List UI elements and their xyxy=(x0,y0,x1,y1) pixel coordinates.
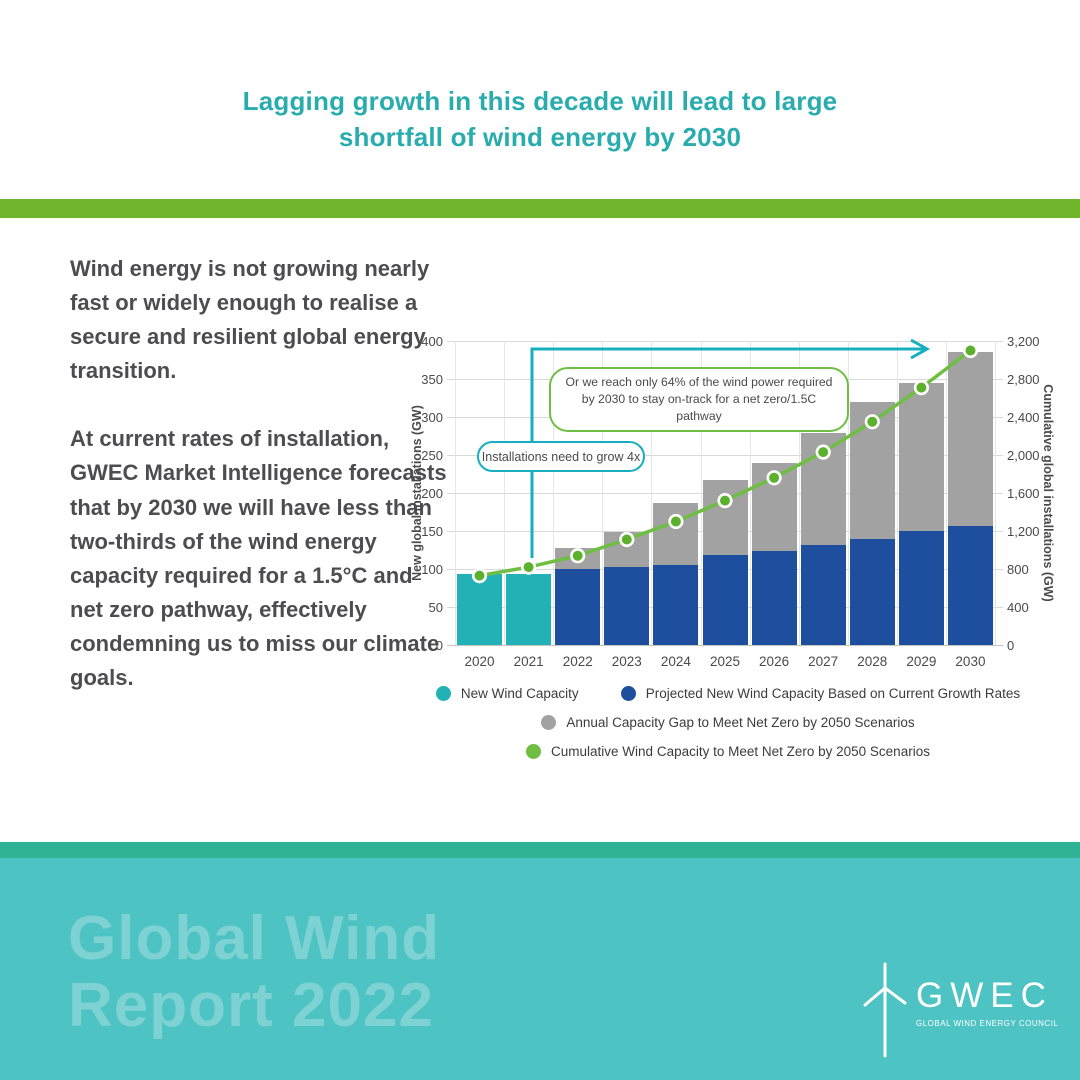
left-axis-tick: 300 xyxy=(421,410,443,425)
legend-swatch-icon xyxy=(620,686,636,701)
bar-projected-capacity-2023 xyxy=(604,566,650,645)
legend-row: New Wind Capacity Projected New Wind Capa… xyxy=(422,686,1034,701)
wind-turbine-icon xyxy=(863,962,907,1058)
bar-capacity-gap-2027 xyxy=(800,432,846,546)
bar-projected-capacity-2029 xyxy=(898,531,944,645)
legend-row: Cumulative Wind Capacity to Meet Net Zer… xyxy=(422,744,1034,759)
legend-swatch-icon xyxy=(541,715,557,730)
bar-capacity-gap-2023 xyxy=(604,531,650,567)
x-label-2024: 2024 xyxy=(660,654,691,669)
right-axis-tick: 1,200 xyxy=(1007,524,1040,539)
legend-item: Annual Capacity Gap to Meet Net Zero by … xyxy=(541,715,915,730)
gridline-vertical xyxy=(945,341,947,645)
intro-paragraph-2: At current rates of installation, GWEC M… xyxy=(70,426,447,691)
bar-projected-capacity-2028 xyxy=(849,538,895,645)
gridline xyxy=(447,645,1003,646)
x-label-2023: 2023 xyxy=(611,654,642,669)
logo-text: GWEC GLOBAL WIND ENERGY COUNCIL xyxy=(916,962,1058,1028)
page-title: Lagging growth in this decade will lead … xyxy=(242,86,838,152)
x-label-2027: 2027 xyxy=(808,654,839,669)
legend-item: New Wind Capacity xyxy=(435,686,579,701)
left-axis-tick: 150 xyxy=(421,524,443,539)
right-axis-tick: 800 xyxy=(1007,562,1029,577)
right-axis-tick: 0 xyxy=(1007,638,1015,653)
bar-projected-capacity-2025 xyxy=(702,555,748,645)
bar-new-capacity-2021 xyxy=(506,573,552,645)
bar-capacity-gap-2024 xyxy=(653,502,699,566)
logo-tagline: GLOBAL WIND ENERGY COUNCIL xyxy=(916,1019,1059,1028)
x-label-2028: 2028 xyxy=(857,654,888,669)
bar-projected-capacity-2026 xyxy=(751,550,797,645)
cumulative-data-point-2021 xyxy=(520,559,537,575)
footer: Global Wind Report 2022 GWEC GLOBAL WIND… xyxy=(0,858,1080,1080)
report-title: Global Wind Report 2022 xyxy=(68,904,441,1040)
bar-projected-capacity-2024 xyxy=(653,565,699,645)
right-axis-tick: 1,600 xyxy=(1007,486,1040,501)
x-label-2025: 2025 xyxy=(709,654,741,669)
chart-legend: New Wind Capacity Projected New Wind Capa… xyxy=(422,686,1034,773)
bar-capacity-gap-2029 xyxy=(898,382,944,531)
legend-swatch-icon xyxy=(526,744,542,759)
right-axis-tick: 3,200 xyxy=(1007,334,1040,349)
legend-label: Projected New Wind Capacity Based on Cur… xyxy=(645,686,1021,701)
bar-new-capacity-2020 xyxy=(457,574,503,645)
x-label-2026: 2026 xyxy=(759,654,790,669)
left-axis-tick: 400 xyxy=(421,334,443,349)
legend-item: Projected New Wind Capacity Based on Cur… xyxy=(620,686,1021,701)
legend-label: New Wind Capacity xyxy=(460,686,579,701)
gridline-vertical xyxy=(455,341,456,645)
left-axis-tick: 250 xyxy=(421,448,443,463)
left-axis-tick: 0 xyxy=(435,638,443,653)
legend-label: Annual Capacity Gap to Meet Net Zero by … xyxy=(566,715,915,730)
right-axis-tick: 400 xyxy=(1007,600,1029,615)
legend-row: Annual Capacity Gap to Meet Net Zero by … xyxy=(422,715,1034,730)
left-axis-tick: 200 xyxy=(421,486,443,501)
x-label-2029: 2029 xyxy=(906,654,937,669)
x-label-2021: 2021 xyxy=(513,654,544,669)
left-axis-tick: 350 xyxy=(421,372,443,387)
legend-item: Cumulative Wind Capacity to Meet Net Zer… xyxy=(526,744,930,759)
left-axis-tick: 100 xyxy=(421,562,443,577)
bar-projected-capacity-2027 xyxy=(800,545,846,645)
gridline-vertical xyxy=(995,341,996,645)
x-label-2020: 2020 xyxy=(464,654,495,669)
gridline xyxy=(447,341,1003,342)
annotation-grow-4x: Installations need to grow 4x xyxy=(477,441,645,472)
gridline-vertical xyxy=(504,341,506,645)
bar-projected-capacity-2022 xyxy=(555,569,601,645)
legend-label: Cumulative Wind Capacity to Meet Net Zer… xyxy=(551,744,930,759)
x-label-2030: 2030 xyxy=(955,654,986,669)
gridline-vertical xyxy=(896,341,898,645)
right-axis-tick: 2,000 xyxy=(1007,448,1040,463)
right-axis-tick: 2,800 xyxy=(1007,372,1040,387)
bar-capacity-gap-2026 xyxy=(751,463,797,551)
bar-capacity-gap-2025 xyxy=(702,480,748,556)
footer-accent-strip xyxy=(0,842,1080,858)
annotation-64-percent: Or we reach only 64% of the wind power r… xyxy=(549,367,849,433)
bar-capacity-gap-2028 xyxy=(849,401,895,539)
intro-paragraph-1: Wind energy is not growing nearly fast o… xyxy=(70,256,430,384)
intro-text-block: Wind energy is not growing nearly fast o… xyxy=(70,252,450,729)
gwec-logo: GWEC GLOBAL WIND ENERGY COUNCIL xyxy=(862,962,1058,1058)
bar-projected-capacity-2030 xyxy=(947,526,993,645)
x-label-2022: 2022 xyxy=(562,654,593,669)
logo-wordmark: GWEC xyxy=(916,976,1053,1015)
legend-swatch-icon xyxy=(435,686,451,701)
bar-capacity-gap-2030 xyxy=(947,351,993,527)
right-axis-tick: 2,400 xyxy=(1007,410,1040,425)
left-axis-tick: 50 xyxy=(428,600,443,615)
green-divider-bar xyxy=(0,199,1080,218)
bar-capacity-gap-2022 xyxy=(555,548,601,569)
